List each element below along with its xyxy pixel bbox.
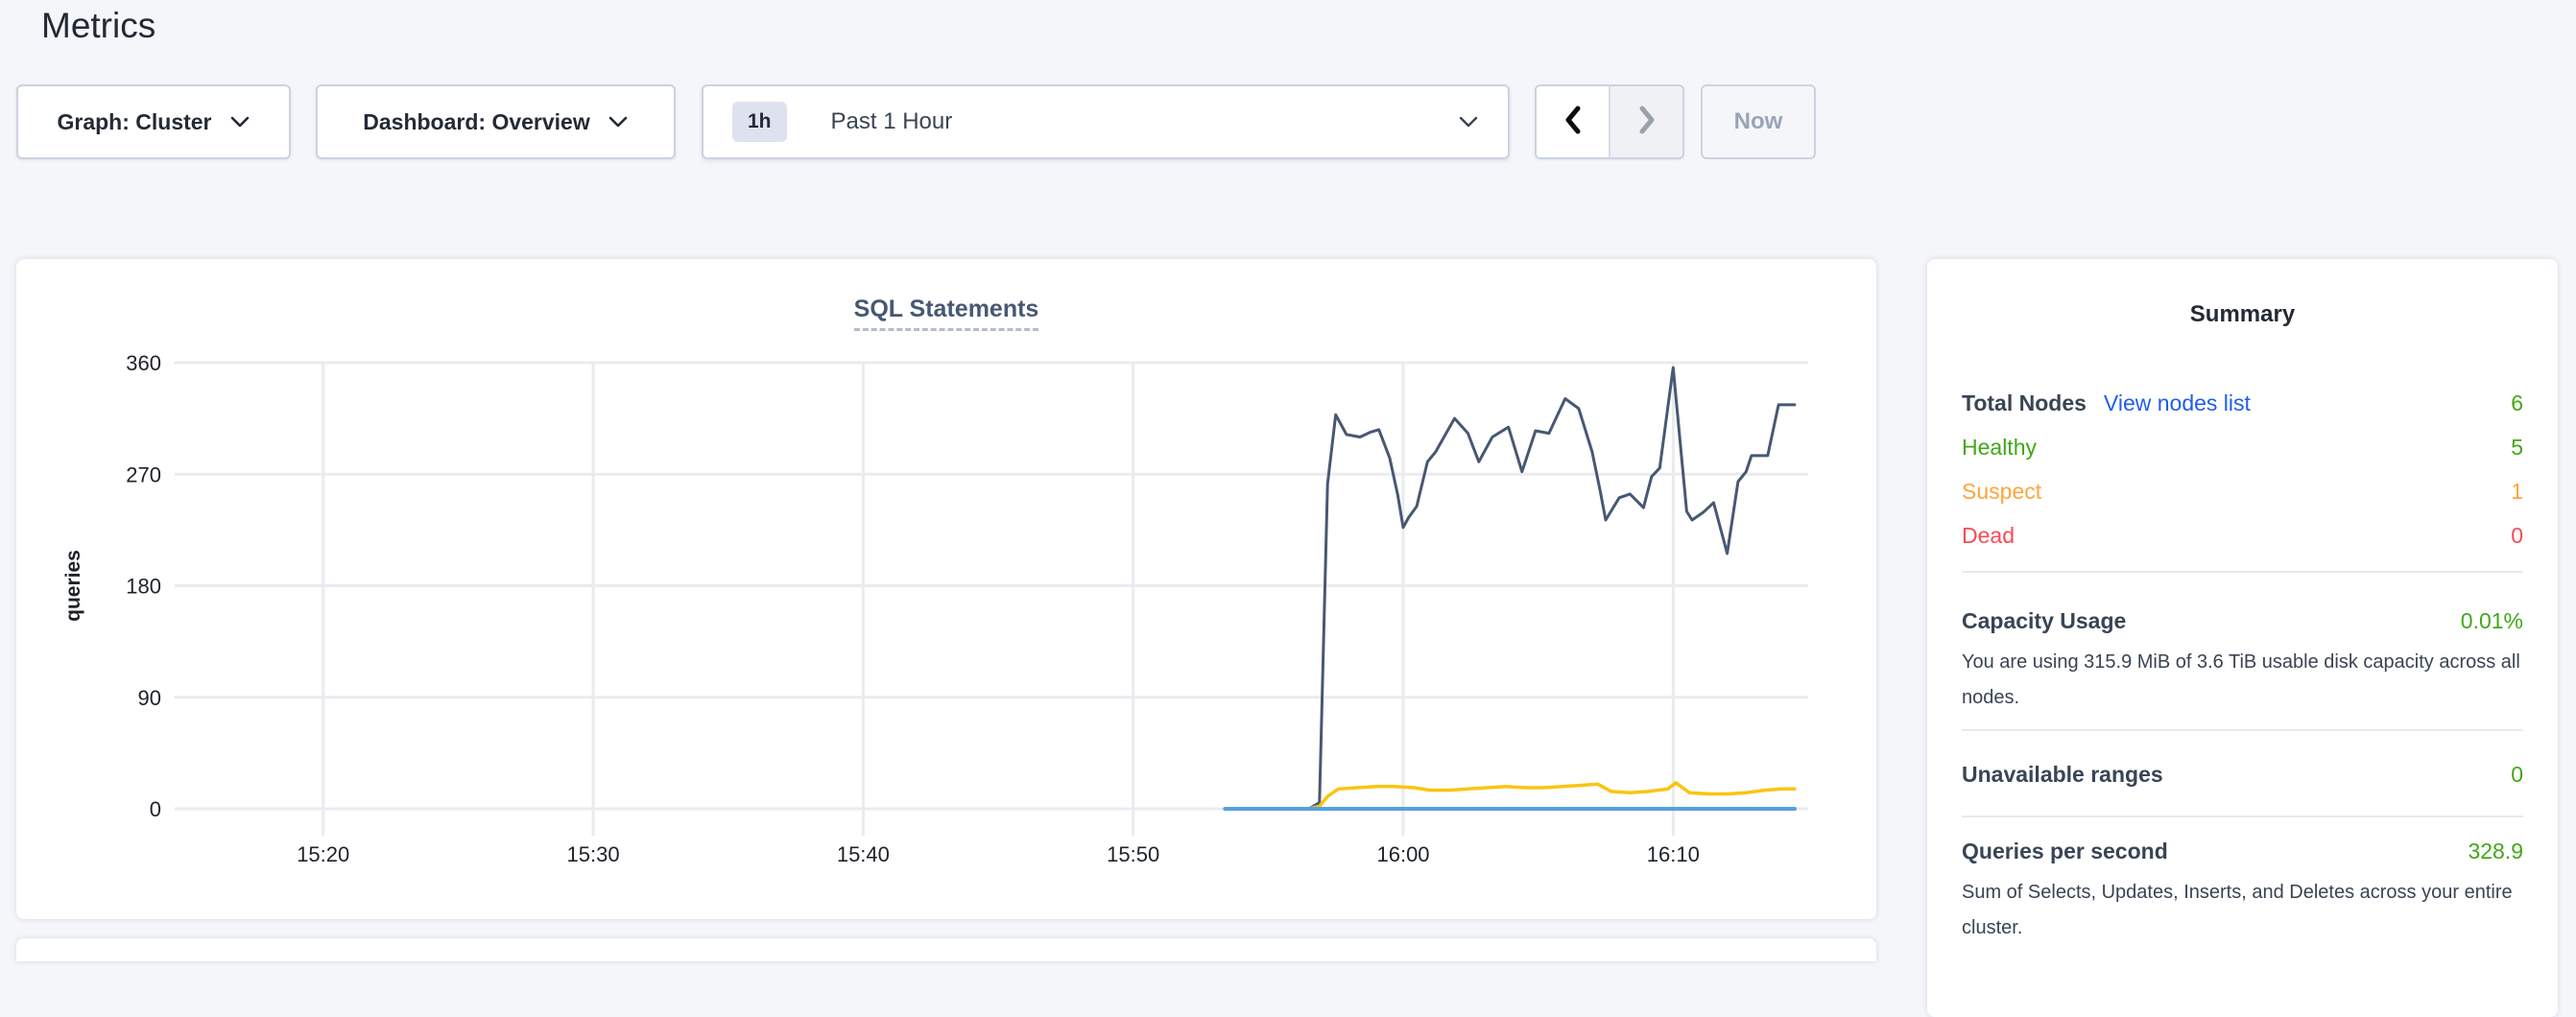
chart-title-wrap: SQL Statements	[16, 296, 1876, 331]
x-tick-label: 15:30	[567, 842, 620, 866]
graph-dropdown[interactable]: Graph: Cluster	[16, 84, 291, 159]
queries-per-second-description: Sum of Selects, Updates, Inserts, and De…	[1962, 882, 2513, 938]
total-nodes-label: Total Nodes	[1962, 390, 2087, 415]
chevron-down-icon	[608, 115, 629, 129]
summary-divider	[1962, 729, 2523, 731]
unavailable-ranges-label: Unavailable ranges	[1962, 761, 2163, 787]
suspect-nodes-row: Suspect 1	[1962, 469, 2523, 513]
total-nodes-value: 6	[2511, 390, 2523, 415]
x-tick-label: 16:10	[1647, 842, 1700, 866]
dead-value: 0	[2511, 522, 2523, 548]
summary-panel: Summary Total Nodes View nodes list 6 He…	[1927, 259, 2558, 1017]
time-range-picker[interactable]: 1h Past 1 Hour	[702, 84, 1510, 159]
time-forward-button[interactable]	[1610, 86, 1682, 157]
suspect-label: Suspect	[1962, 478, 2042, 504]
summary-divider	[1962, 816, 2523, 817]
x-tick-label: 15:20	[297, 842, 349, 866]
x-tick-label: 16:00	[1376, 842, 1429, 866]
unavailable-ranges-value: 0	[2511, 761, 2523, 787]
dark-slate-line	[1223, 366, 1797, 811]
queries-per-second-value: 328.9	[2468, 838, 2523, 863]
time-range-badge: 1h	[732, 102, 787, 142]
chevron-down-icon	[229, 115, 250, 129]
y-tick-label: 0	[150, 797, 161, 821]
suspect-value: 1	[2511, 478, 2523, 504]
sql-statements-chart[interactable]: 0 90 180 270 360 15:20 15:30 15:40 15:50 16:00 16:…	[16, 259, 1876, 919]
y-tick-label: 270	[126, 462, 161, 486]
now-button[interactable]: Now	[1701, 84, 1816, 159]
capacity-usage-description: You are using 315.9 MiB of 3.6 TiB usabl…	[1962, 651, 2520, 708]
summary-title: Summary	[2189, 301, 2296, 327]
queries-per-second-label: Queries per second	[1962, 838, 2168, 863]
capacity-usage-row: Capacity Usage 0.01%	[1962, 599, 2523, 643]
dead-nodes-row: Dead 0	[1962, 513, 2523, 557]
unavailable-ranges-row: Unavailable ranges 0	[1962, 752, 2523, 796]
healthy-nodes-row: Healthy 5	[1962, 425, 2523, 469]
view-nodes-list-link[interactable]: View nodes list	[2103, 390, 2251, 415]
summary-divider	[1962, 571, 2523, 573]
page-title: Metrics	[41, 6, 156, 45]
time-range-label: Past 1 Hour	[830, 108, 953, 134]
sql-statements-chart-card: SQL Statements 0 90 180 270 360 15:20 15:30 15:…	[16, 259, 1876, 919]
next-chart-card-partial	[16, 938, 1876, 961]
dead-label: Dead	[1962, 522, 2015, 548]
chevron-right-icon	[1635, 104, 1658, 141]
time-back-button[interactable]	[1537, 86, 1610, 157]
x-tick-label: 15:40	[837, 842, 890, 866]
graph-dropdown-label: Graph: Cluster	[57, 108, 212, 134]
chevron-down-icon	[1458, 115, 1479, 129]
x-tick-label: 15:50	[1107, 842, 1159, 866]
y-tick-label: 90	[138, 686, 161, 710]
capacity-usage-value: 0.01%	[2460, 607, 2523, 633]
chevron-left-icon	[1562, 104, 1585, 141]
healthy-label: Healthy	[1962, 434, 2037, 460]
chart-title[interactable]: SQL Statements	[853, 296, 1039, 331]
y-axis-title: queries	[62, 550, 84, 622]
y-tick-label: 180	[126, 575, 161, 599]
capacity-usage-label: Capacity Usage	[1962, 607, 2127, 633]
dashboard-dropdown-label: Dashboard: Overview	[363, 108, 590, 134]
queries-per-second-row: Queries per second 328.9	[1962, 829, 2523, 873]
time-pager	[1535, 84, 1684, 159]
total-nodes-row: Total Nodes View nodes list 6	[1962, 381, 2523, 425]
healthy-value: 5	[2511, 434, 2523, 460]
y-tick-label: 360	[126, 351, 161, 375]
dashboard-dropdown[interactable]: Dashboard: Overview	[316, 84, 676, 159]
yellow-line	[1223, 781, 1797, 811]
